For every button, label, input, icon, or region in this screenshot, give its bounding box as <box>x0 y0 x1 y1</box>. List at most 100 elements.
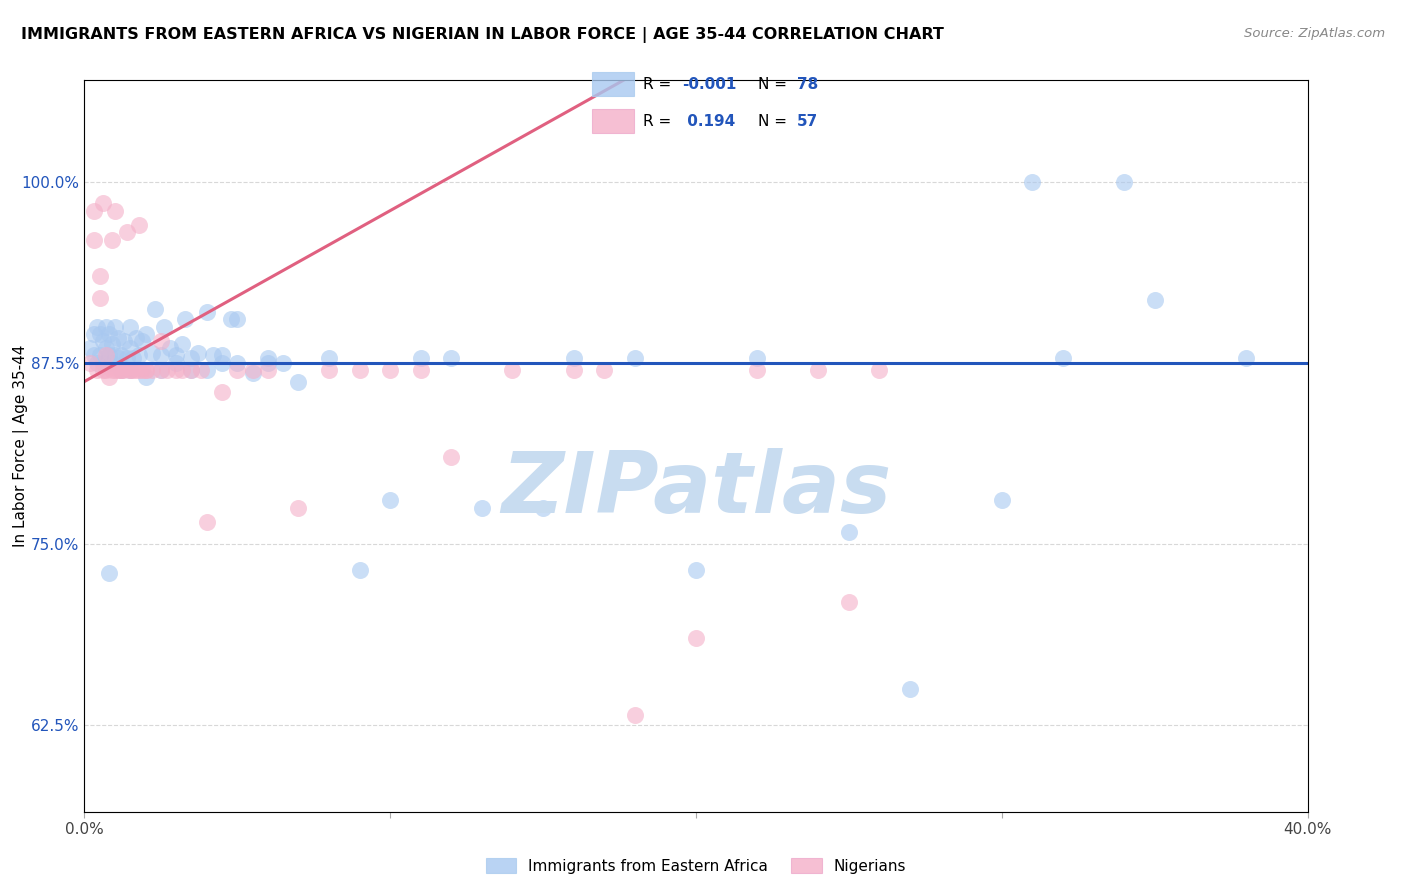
Point <box>110 363 132 377</box>
Point <box>104 349 127 363</box>
Point <box>125 331 148 345</box>
Point <box>165 356 187 370</box>
Point <box>97 349 120 363</box>
Point <box>135 363 157 377</box>
Point <box>380 493 402 508</box>
Point <box>1143 293 1166 308</box>
Point <box>898 681 921 696</box>
Point <box>226 356 249 370</box>
Point <box>120 363 142 377</box>
Point <box>128 349 150 363</box>
Point <box>141 363 163 377</box>
Point <box>211 384 233 399</box>
Point <box>104 363 127 377</box>
Point <box>562 351 585 366</box>
Point <box>94 363 117 377</box>
Point <box>159 341 181 355</box>
Point <box>125 363 148 377</box>
Point <box>110 349 132 363</box>
Point <box>149 363 172 377</box>
Point <box>89 326 111 341</box>
Point <box>128 218 150 232</box>
Point <box>257 351 280 366</box>
Point <box>186 345 208 359</box>
Point <box>153 319 176 334</box>
Point <box>349 563 371 577</box>
Text: IMMIGRANTS FROM EASTERN AFRICA VS NIGERIAN IN LABOR FORCE | AGE 35-44 CORRELATIO: IMMIGRANTS FROM EASTERN AFRICA VS NIGERI… <box>21 27 943 43</box>
Point <box>122 363 145 377</box>
Point <box>172 337 194 351</box>
Point <box>83 349 105 363</box>
Point <box>1052 351 1074 366</box>
Point <box>91 334 114 348</box>
Point <box>409 351 432 366</box>
Point <box>624 707 647 722</box>
Text: ZIPatlas: ZIPatlas <box>501 449 891 532</box>
Point <box>471 500 494 515</box>
Text: N =: N = <box>758 77 792 92</box>
Point <box>624 351 647 366</box>
Point <box>685 631 707 645</box>
Point <box>838 595 860 609</box>
Point <box>211 349 233 363</box>
Point <box>107 363 129 377</box>
Point <box>149 349 172 363</box>
Point <box>89 268 111 283</box>
Point <box>101 337 124 351</box>
Point <box>991 493 1014 508</box>
Point <box>135 363 157 377</box>
Point <box>195 305 218 319</box>
Point <box>112 334 135 348</box>
Point <box>91 356 114 370</box>
Text: -0.001: -0.001 <box>682 77 737 92</box>
Point <box>226 312 249 326</box>
Point <box>128 363 150 377</box>
Point <box>101 356 124 370</box>
Point <box>180 363 202 377</box>
Point <box>219 312 242 326</box>
Point <box>107 331 129 345</box>
Point <box>89 291 111 305</box>
Point <box>242 363 264 377</box>
Point <box>110 363 132 377</box>
Point <box>838 525 860 540</box>
Point <box>287 500 309 515</box>
Point <box>89 349 111 363</box>
Point <box>593 363 616 377</box>
Point <box>97 370 120 384</box>
Point <box>165 349 187 363</box>
Point <box>94 349 117 363</box>
Point <box>226 363 249 377</box>
Point <box>97 566 120 580</box>
Point <box>79 356 101 370</box>
Point <box>107 351 129 366</box>
Point <box>115 225 138 239</box>
Point <box>440 351 463 366</box>
Point <box>318 363 340 377</box>
Point <box>180 351 202 366</box>
Point <box>257 356 280 370</box>
Point <box>94 319 117 334</box>
Bar <box>592 72 634 96</box>
Point <box>115 351 138 366</box>
Point <box>195 515 218 529</box>
Point <box>101 233 124 247</box>
Point <box>112 363 135 377</box>
Point <box>201 349 224 363</box>
Point <box>110 363 132 377</box>
Point <box>86 356 108 370</box>
Point <box>156 363 179 377</box>
Point <box>86 363 108 377</box>
Point <box>83 233 105 247</box>
Point <box>180 363 202 377</box>
Text: In Labor Force | Age 35-44: In Labor Force | Age 35-44 <box>13 345 30 547</box>
Point <box>97 326 120 341</box>
Point <box>135 326 157 341</box>
Point <box>135 370 157 384</box>
Point <box>174 312 197 326</box>
Point <box>104 203 127 218</box>
Point <box>91 363 114 377</box>
Point <box>149 334 172 348</box>
Bar <box>592 109 634 133</box>
Point <box>685 563 707 577</box>
